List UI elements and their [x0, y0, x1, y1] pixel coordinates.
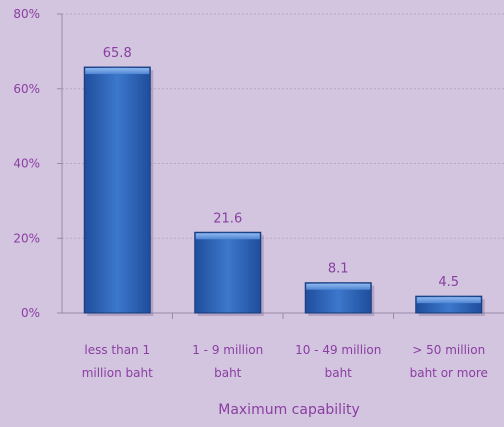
- x-tick-label: baht: [214, 366, 242, 380]
- x-tick-label: less than 1: [84, 343, 150, 357]
- bar-cap: [306, 283, 371, 290]
- bar: [415, 295, 485, 316]
- y-tick-label: 40%: [13, 157, 40, 171]
- y-tick-label: 60%: [13, 82, 40, 96]
- data-label: 4.5: [438, 275, 459, 290]
- bar: [194, 231, 264, 316]
- labels: 0% 20% 40% 60% 80% 65.8 less than 1 million bah…: [13, 7, 488, 380]
- x-tick-label: 1 - 9 million: [192, 343, 263, 357]
- bar-body: [83, 66, 151, 314]
- x-tick-label: 10 - 49 million: [295, 343, 381, 357]
- y-tick-label: 80%: [13, 7, 40, 21]
- bar-body: [194, 231, 262, 314]
- y-tick-label: 20%: [13, 231, 40, 245]
- bar: [304, 282, 375, 316]
- y-tick-label: 0%: [21, 306, 40, 320]
- x-axis-title: Maximum capability: [218, 402, 360, 418]
- x-tick-label: baht: [325, 366, 353, 380]
- data-label: 21.6: [213, 211, 242, 226]
- bars: [83, 66, 485, 316]
- data-label: 8.1: [328, 262, 349, 277]
- x-tick-label: > 50 million: [412, 343, 485, 357]
- bar-cap: [195, 233, 260, 240]
- x-tick-label: baht or more: [410, 366, 488, 380]
- bar-cap: [85, 68, 150, 75]
- bar: [83, 66, 154, 316]
- data-label: 65.8: [103, 46, 132, 61]
- x-tick-label: million baht: [82, 366, 153, 380]
- bar-cap: [416, 297, 481, 304]
